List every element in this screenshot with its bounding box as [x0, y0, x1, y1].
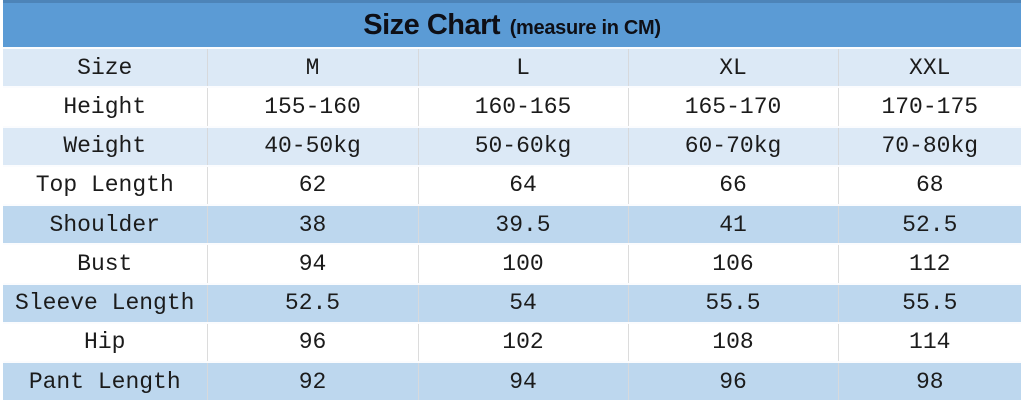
data-cell: 170-175 [838, 86, 1022, 127]
data-cell: 52.5 [838, 204, 1022, 245]
table-row-sleeve-length: Sleeve Length 52.5 54 55.5 55.5 [3, 282, 1022, 323]
column-header-cell: L [418, 46, 629, 88]
data-cell: 108 [628, 321, 839, 363]
table-row-pant-length: Pant Length 92 94 96 98 [3, 361, 1022, 400]
data-cell: 106 [628, 243, 839, 284]
chart-title: Size Chart [363, 8, 501, 41]
column-header-cell: XL [628, 46, 839, 88]
table-row-weight: Weight 40-50kg 50-60kg 60-70kg 70-80kg [3, 125, 1022, 166]
data-cell: 155-160 [207, 86, 419, 127]
row-label-cell: Sleeve Length [3, 282, 208, 323]
data-cell: 55.5 [628, 282, 839, 323]
data-cell: 66 [628, 164, 839, 206]
data-cell: 39.5 [418, 204, 629, 245]
data-cell: 94 [418, 361, 629, 400]
data-cell: 52.5 [207, 282, 419, 323]
row-label-cell: Weight [3, 125, 208, 166]
column-header-cell: XXL [838, 46, 1022, 88]
table-row-bust: Bust 94 100 106 112 [3, 243, 1022, 284]
data-cell: 94 [207, 243, 419, 284]
table-row-top-length: Top Length 62 64 66 68 [3, 164, 1022, 206]
data-cell: 160-165 [418, 86, 629, 127]
size-chart-table: Size Chart (measure in CM) Size M L XL X… [3, 0, 1022, 400]
data-cell: 92 [207, 361, 419, 400]
column-header-cell: M [207, 46, 419, 88]
data-cell: 62 [207, 164, 419, 206]
data-cell: 40-50kg [207, 125, 419, 166]
table-row-shoulder: Shoulder 38 39.5 41 52.5 [3, 204, 1022, 245]
chart-title-cell: Size Chart (measure in CM) [3, 0, 1022, 49]
data-cell: 60-70kg [628, 125, 839, 166]
data-cell: 64 [418, 164, 629, 206]
row-label-cell: Top Length [3, 164, 208, 206]
data-cell: 114 [838, 321, 1022, 363]
data-cell: 102 [418, 321, 629, 363]
chart-title-row: Size Chart (measure in CM) [3, 0, 1022, 49]
data-cell: 96 [207, 321, 419, 363]
row-label-cell: Bust [3, 243, 208, 284]
column-header-cell: Size [3, 46, 208, 88]
data-cell: 98 [838, 361, 1022, 400]
data-cell: 38 [207, 204, 419, 245]
data-cell: 50-60kg [418, 125, 629, 166]
column-header-row: Size M L XL XXL [3, 46, 1022, 88]
table-row-height: Height 155-160 160-165 165-170 170-175 [3, 86, 1022, 127]
data-cell: 68 [838, 164, 1022, 206]
row-label-cell: Shoulder [3, 204, 208, 245]
data-cell: 96 [628, 361, 839, 400]
data-cell: 70-80kg [838, 125, 1022, 166]
data-cell: 55.5 [838, 282, 1022, 323]
data-cell: 54 [418, 282, 629, 323]
chart-subtitle: (measure in CM) [509, 16, 661, 39]
data-cell: 165-170 [628, 86, 839, 127]
data-cell: 112 [838, 243, 1022, 284]
data-cell: 100 [418, 243, 629, 284]
row-label-cell: Hip [3, 321, 208, 363]
table-row-hip: Hip 96 102 108 114 [3, 321, 1022, 363]
row-label-cell: Height [3, 86, 208, 127]
row-label-cell: Pant Length [3, 361, 208, 400]
data-cell: 41 [628, 204, 839, 245]
